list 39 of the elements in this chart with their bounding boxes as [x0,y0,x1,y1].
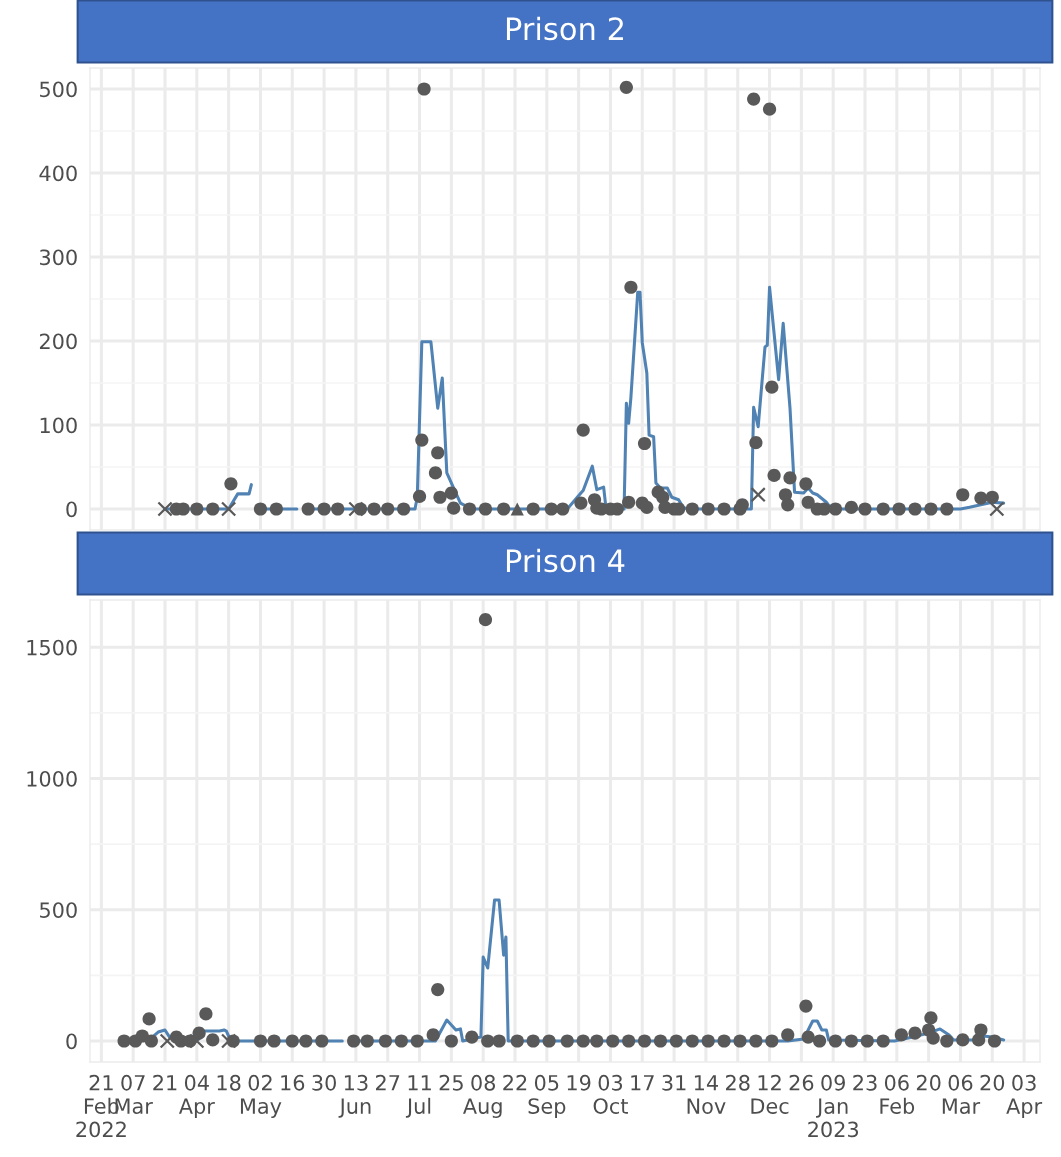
chart-title: Prison 4 [506,548,625,573]
x-tick-label: 27 [376,1074,400,1091]
x-tick-label: 16 [281,1074,305,1091]
x-tick-label: 19 [567,1074,591,1091]
x-tick-label: 02 May [240,1074,282,1118]
x-tick-label: 03 Apr [1006,1074,1043,1118]
x-tick-label: 25 [439,1074,463,1091]
x-tick-label: 13 Jun [338,1074,371,1118]
x-tick-label: 04 Apr [178,1074,215,1118]
x-tick-label: 14 Nov [687,1075,726,1114]
x-tick-label: 22 [503,1074,527,1091]
y-tick-label: 0 [66,1033,77,1050]
y-tick-label: 1000 [27,770,77,787]
x-tick-label: 18 [217,1074,241,1091]
x-tick-label: 06 Mar [942,1074,981,1114]
x-tick-label: 20 [916,1074,941,1091]
x-tick-label: 17 [631,1075,654,1091]
y-tick-label: 0 [66,501,77,518]
x-tick-label: 21 [153,1074,177,1091]
y-tick-label: 500 [40,902,77,918]
chart-title: Prison 2 [506,16,623,41]
y-tick-label: 1500 [27,639,77,656]
x-tick-label: 12 Dec [751,1074,789,1114]
x-tick-label: 28 [726,1074,750,1091]
x-tick-label: 31 [662,1074,686,1091]
x-tick-label: 11 Jul [405,1075,431,1118]
x-tick-label: 05 Sep [528,1074,566,1118]
x-tick-label: 06 Feb [880,1074,915,1114]
y-tick-label: 200 [39,333,77,350]
y-tick-label: 400 [39,165,77,182]
x-tick-label: 20 [980,1074,1005,1091]
x-tick-label: 08 Aug [463,1074,502,1118]
x-tick-label: 03 Oct [593,1074,628,1114]
y-tick-label: 500 [40,81,77,98]
x-tick-label: 30 [312,1074,336,1091]
x-tick-label: 23 [853,1074,877,1091]
y-tick-label: 100 [40,417,77,434]
x-tick-label: 26 [789,1074,814,1091]
y-tick-label: 300 [40,249,77,266]
